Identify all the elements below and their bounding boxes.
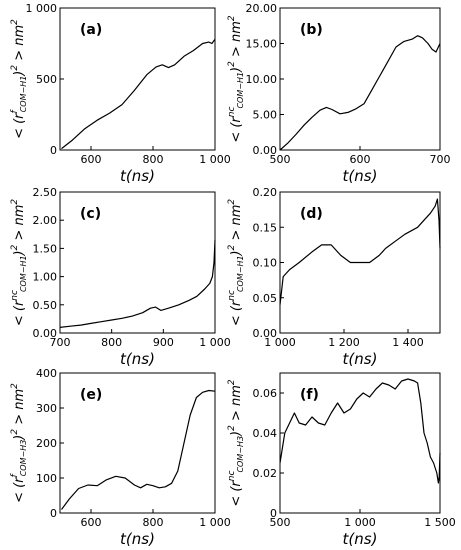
y-axis-label: < (rfCOM−H1)2 > nm2	[10, 19, 28, 139]
x-tick-label: 600	[81, 516, 102, 529]
y-axis-label: < (rncCOM−H1)2 > nm2	[227, 15, 245, 143]
x-tick-label: 800	[101, 336, 122, 349]
y-tick-label: 300	[36, 402, 57, 415]
x-tick-label: 1 000	[264, 336, 296, 349]
x-tick-label: 1 000	[199, 153, 231, 166]
y-tick-label: 15.00	[246, 38, 278, 51]
x-axis-label: t(ns)	[120, 350, 155, 368]
series-line	[61, 38, 216, 150]
panel-d: 1 000 1 200 1 400 0.00 0.05 0.10 0.15 0.20 (d) t(…	[227, 186, 441, 368]
y-tick-label: 20.00	[246, 2, 278, 15]
y-tick-label: 100	[36, 472, 57, 485]
x-tick-label: 500	[270, 153, 291, 166]
y-tick-label: 0.00	[33, 327, 58, 340]
panel-f: 500 1 000 1 500 0 0.02 0.04 0.06 (f) t(ns) < (rnc…	[227, 372, 456, 548]
x-tick-label: 800	[143, 153, 164, 166]
x-tick-label: 700	[430, 153, 451, 166]
y-tick-label: 0.20	[253, 186, 278, 199]
y-tick-label: 0	[270, 507, 277, 520]
y-tick-label: 0.00	[253, 144, 278, 157]
y-tick-label: 1 000	[26, 2, 58, 15]
y-tick-label: 0.02	[253, 467, 278, 480]
panel-b: 500 600 700 0.00 5.00 10.00 15.00 20.00 (b) t(ns)…	[227, 2, 451, 185]
y-tick-label: 200	[36, 437, 57, 450]
x-axis-label: t(ns)	[343, 530, 378, 548]
y-tick-label: 500	[36, 73, 57, 86]
x-tick-label: 1 000	[344, 516, 376, 529]
x-tick-label: 800	[143, 516, 164, 529]
series-line	[61, 389, 216, 510]
x-tick-label: 1 400	[392, 336, 424, 349]
y-tick-label: 400	[36, 367, 57, 380]
panel-label: (b)	[300, 22, 323, 38]
x-tick-label: 1 200	[328, 336, 360, 349]
x-tick-label: 1 000	[199, 336, 231, 349]
y-tick-label: 0.15	[253, 221, 278, 234]
y-tick-label: 0.04	[253, 427, 278, 440]
y-tick-label: 10.00	[246, 73, 278, 86]
x-axis-label: t(ns)	[120, 530, 155, 548]
y-tick-label: 0	[50, 507, 57, 520]
panel-label: (c)	[80, 206, 101, 222]
x-axis-label: t(ns)	[343, 167, 378, 185]
x-tick-label: 600	[350, 153, 371, 166]
y-tick-label: 1.50	[33, 242, 58, 255]
x-tick-label: 1 500	[424, 516, 456, 529]
y-axis-label: < (rncCOM−H1)2 > nm2	[10, 199, 28, 327]
panel-c: 700 800 900 1 000 0.00 0.50 1.00 1.50 2.00 2.50 (c…	[10, 186, 231, 368]
y-tick-label: 0.10	[253, 257, 278, 270]
y-tick-label: 2.00	[33, 214, 58, 227]
y-tick-label: 1.00	[33, 271, 58, 284]
panel-label: (d)	[300, 206, 323, 222]
x-tick-label: 700	[50, 336, 71, 349]
y-tick-label: 0.05	[253, 292, 278, 305]
series-line	[279, 198, 441, 305]
panel-label: (f)	[300, 387, 319, 403]
y-tick-label: 5.00	[253, 109, 278, 122]
y-axis-label: < (rfCOM−H3)2 > nm2	[10, 383, 28, 503]
y-tick-label: 0	[50, 144, 57, 157]
series-line	[279, 35, 441, 151]
panel-label: (a)	[80, 22, 102, 38]
x-tick-label: 500	[270, 516, 291, 529]
x-tick-label: 600	[81, 153, 102, 166]
y-axis-label: < (rncCOM−H1)2 > nm2	[227, 199, 245, 327]
panel-e: 600 800 1 000 0 100 200 300 400 (e) t(ns) < (rfCOM…	[10, 367, 231, 548]
panel-label: (e)	[80, 387, 102, 403]
panel-a: 600 800 1 000 0 500 1 000 (a) t(ns) < (rfCOM−H1)…	[10, 2, 231, 185]
x-axis-label: t(ns)	[343, 350, 378, 368]
x-tick-label: 900	[153, 336, 174, 349]
y-tick-label: 0.06	[253, 387, 278, 400]
x-axis-label: t(ns)	[120, 167, 155, 185]
x-tick-label: 1 000	[199, 516, 231, 529]
y-tick-label: 0.00	[253, 327, 278, 340]
y-axis-label: < (rncCOM−H3)2 > nm2	[227, 379, 245, 507]
series-line	[279, 378, 441, 484]
y-tick-label: 0.50	[33, 299, 58, 312]
series-line	[59, 239, 216, 328]
plot-frame	[59, 191, 216, 334]
y-tick-label: 2.50	[33, 186, 58, 199]
